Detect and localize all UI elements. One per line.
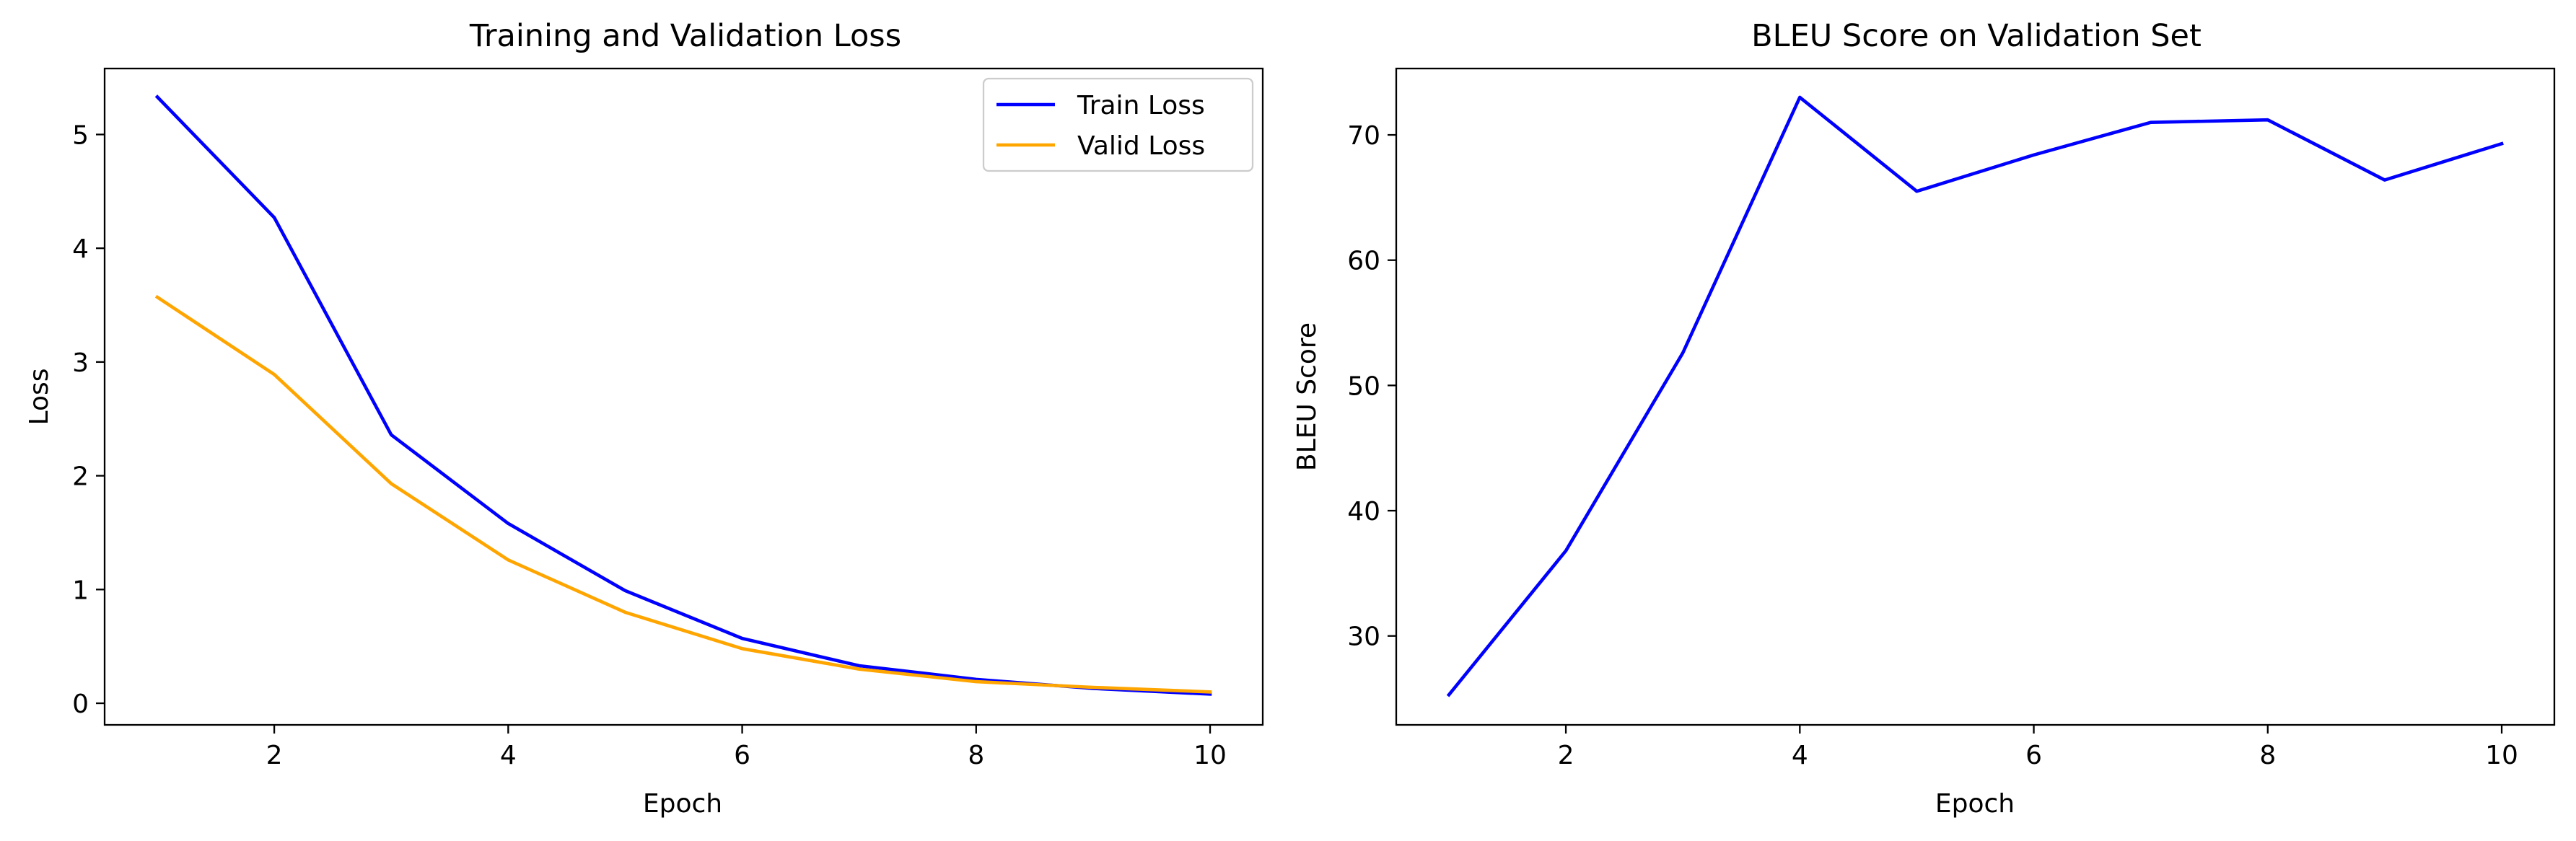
loss-chart-y-tick-label: 0 — [72, 690, 89, 719]
bleu-chart-frame — [1395, 67, 2556, 726]
loss-chart-frame — [103, 67, 1264, 726]
bleu-chart-title: BLEU Score on Validation Set — [1751, 18, 2202, 54]
loss-chart-y-tick-label: 5 — [72, 120, 89, 150]
bleu-chart-series-line-1 — [1446, 95, 2504, 697]
loss-chart-y-tick-label: 4 — [72, 234, 89, 264]
bleu-chart-y-tick-label: 60 — [1347, 247, 1380, 276]
bleu-chart-x-tick-label: 8 — [2259, 741, 2276, 770]
loss-chart-series — [154, 94, 1212, 696]
loss-chart-legend-label-2: Valid Loss — [1077, 131, 1205, 161]
bleu-chart-x-tick-label: 4 — [1792, 741, 1808, 770]
bleu-chart-x-tick-label: 6 — [2025, 741, 2042, 770]
loss-chart-x-tick-label: 8 — [968, 741, 984, 770]
bleu-chart-x-ticks: 2 4 6 8 10 — [1558, 725, 2518, 770]
loss-chart-legend-frame — [982, 77, 1254, 172]
loss-chart-y-tick-label: 2 — [72, 462, 89, 492]
bleu-chart-x-tick-label: 10 — [2485, 741, 2518, 770]
bleu-chart-y-tick-label: 40 — [1347, 497, 1380, 527]
loss-chart-legend: Train Loss Valid Loss — [982, 77, 1254, 172]
bleu-chart-y-ticks: 30 40 50 60 70 — [1347, 121, 1396, 652]
loss-chart-x-axis-label: Epoch — [643, 789, 722, 819]
bleu-chart-x-axis-label: Epoch — [1935, 789, 2015, 819]
loss-chart-x-ticks: 2 4 6 8 10 — [266, 725, 1227, 770]
bleu-chart-y-tick-label: 50 — [1347, 371, 1380, 401]
bleu-chart-y-tick-label: 30 — [1347, 622, 1380, 652]
loss-chart-x-tick-label: 2 — [266, 741, 283, 770]
loss-chart-y-axis-label: Loss — [25, 369, 54, 426]
loss-chart-y-tick-label: 1 — [72, 576, 89, 605]
loss-chart-x-tick-label: 6 — [734, 741, 750, 770]
loss-chart-x-tick-label: 4 — [500, 741, 517, 770]
loss-chart-y-tick-label: 3 — [72, 348, 89, 378]
loss-chart: Training and Validation Loss 2 4 6 8 10 0 1 2 3… — [25, 18, 1264, 819]
loss-chart-title: Training and Validation Loss — [469, 18, 901, 54]
loss-chart-legend-label-1: Train Loss — [1077, 91, 1205, 120]
bleu-chart-y-tick-label: 70 — [1347, 121, 1380, 151]
bleu-chart: BLEU Score on Validation Set 2 4 6 8 10 30 40… — [1292, 18, 2556, 819]
loss-chart-series-line-2 — [154, 294, 1212, 694]
bleu-chart-x-tick-label: 2 — [1558, 741, 1574, 770]
bleu-chart-y-axis-label: BLEU Score — [1292, 322, 1322, 471]
loss-chart-x-tick-label: 10 — [1193, 741, 1227, 770]
bleu-chart-series — [1446, 95, 2504, 697]
loss-chart-y-ticks: 0 1 2 3 4 5 — [72, 120, 105, 719]
